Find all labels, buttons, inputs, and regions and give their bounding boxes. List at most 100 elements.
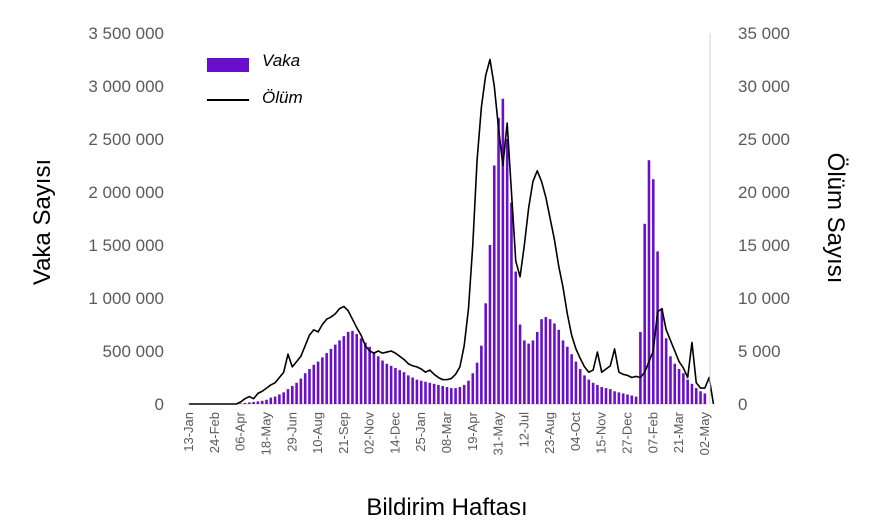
vaka-bar [544,317,548,404]
vaka-bar [389,365,393,404]
right-y-tick-label: 5 000 [738,342,781,361]
vaka-bar [501,98,505,404]
vaka-bar [432,383,436,404]
right-y-tick-label: 30 000 [738,77,790,96]
x-axis-title: Bildirim Haftası [366,494,527,521]
vaka-bar [660,308,664,404]
vaka-bar [291,385,294,404]
vaka-bar [303,373,307,404]
right-y-tick-label: 0 [738,395,747,414]
vaka-bar [428,382,432,404]
vaka-bar [535,331,539,404]
right-y-tick-label: 15 000 [738,236,790,255]
vaka-bar [596,384,599,404]
vaka-bar [634,396,638,404]
vaka-bar [269,397,273,404]
vaka-bar [694,388,698,404]
vaka-bar [355,334,359,404]
vaka-bar [368,346,371,404]
vaka-bar [664,338,668,404]
vaka-bar [364,342,367,404]
x-tick-label: 23-Aug [542,412,557,454]
left-y-tick-label: 1 500 000 [88,236,164,255]
right-y-tick-label: 10 000 [738,289,790,308]
vaka-bar [424,381,427,404]
left-y-tick-label: 0 [155,395,164,414]
olum-line-group [189,58,715,405]
x-tick-label: 07-Feb [645,412,660,453]
vaka-bar [699,391,702,404]
vaka-bar [626,394,629,404]
vaka-bar [471,373,475,404]
vaka-bar [252,401,255,404]
vaka-bar [458,387,462,404]
vaka-bar [591,382,595,404]
vaka-bar [359,338,363,404]
vaka-bar [411,377,414,404]
vaka-bar [570,354,573,404]
x-tick-label: 21-Mar [671,411,686,453]
vaka-bar [299,378,303,404]
vaka-bar [256,401,260,404]
vaka-bar [321,357,324,404]
vaka-bar [333,344,337,404]
olum-line [189,58,715,405]
left-y-tick-label: 2 500 000 [88,130,164,149]
x-tick-label: 21-Sep [336,412,351,454]
vaka-bar [376,356,380,404]
vaka-bar [338,340,341,404]
vaka-bar [445,387,449,404]
x-tick-label: 06-Apr [233,411,248,451]
vaka-bar [651,179,655,404]
vaka-bar [540,319,543,404]
vaka-bar [643,223,646,404]
x-tick-label: 27-Dec [620,412,635,454]
vaka-bar [484,303,487,404]
legend-swatch-vaka [207,58,249,72]
vaka-bar [604,388,608,404]
left-y-tick-label: 3 000 000 [88,77,164,96]
vaka-bar [492,165,496,404]
x-tick-label: 10-Aug [310,412,325,454]
vaka-bars [239,98,707,405]
vaka-bar [686,379,689,404]
left-y-ticks: 0 500 000 1 000 000 1 500 000 2 000 000 2 500… [88,24,164,414]
vaka-bar [514,271,518,404]
vaka-bar [273,396,277,404]
x-tick-label: 14-Dec [387,412,402,454]
left-y-tick-label: 1 000 000 [88,289,164,308]
vaka-bar [260,400,264,404]
y-axis-title-left: Vaka Sayısı [29,159,56,285]
vaka-bar [497,117,500,405]
x-tick-label: 15-Nov [594,412,609,454]
vaka-bar [553,323,556,404]
vaka-bar [630,395,634,404]
left-y-tick-label: 500 000 [103,342,164,361]
vaka-bar [647,160,651,404]
vaka-bar [617,392,621,404]
vaka-bar [450,388,453,404]
left-y-tick-label: 2 000 000 [88,183,164,202]
vaka-bar [621,393,625,404]
vaka-bar [574,361,578,404]
x-tick-label: 18-May [259,412,274,456]
x-tick-label: 19-Apr [465,411,480,451]
vaka-bar [677,369,681,404]
x-tick-label: 08-Mar [439,411,454,453]
plot-area [187,58,715,405]
vaka-bar [613,391,616,404]
x-tick-label: 02-Nov [362,412,377,454]
vaka-bar [557,329,561,404]
vaka-bar [583,375,586,404]
vaka-bar [286,389,290,404]
vaka-bar [703,393,707,404]
vaka-bar [639,331,642,404]
vaka-bar [656,251,659,404]
legend-label-olum: Ölüm [262,88,303,107]
x-tick-label: 02-May [697,412,712,456]
left-y-tick-label: 3 500 000 [88,24,164,43]
vaka-bar [669,356,672,404]
x-tick-label: 29-Jun [284,412,299,452]
vaka-bar [351,330,354,404]
